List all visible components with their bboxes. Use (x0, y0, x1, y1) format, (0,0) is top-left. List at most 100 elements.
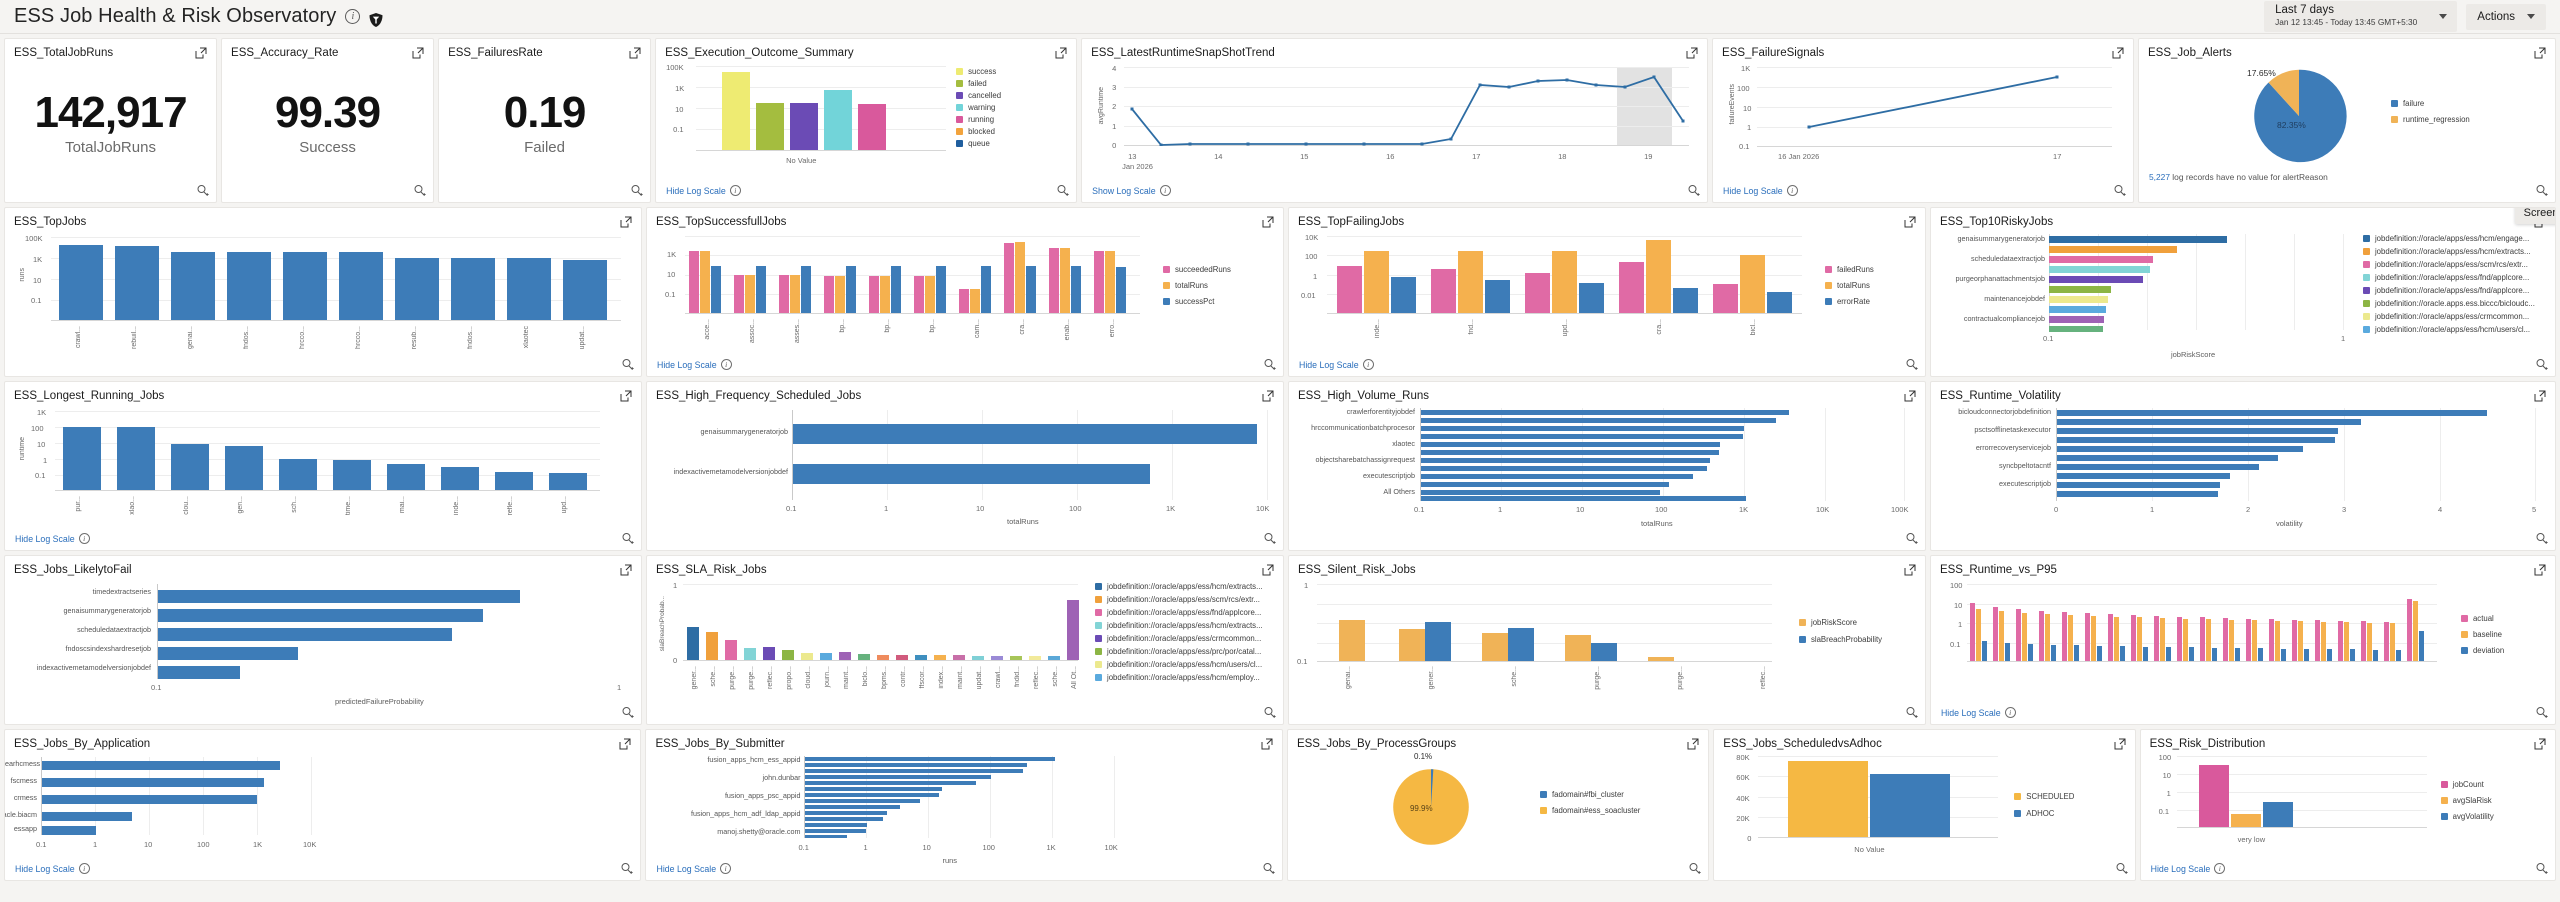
legend-item[interactable]: fadomain#ess_soacluster (1539, 806, 1640, 815)
expand-icon[interactable] (629, 47, 641, 59)
legend-item[interactable]: fadomain#fbi_cluster (1539, 790, 1640, 799)
bar[interactable] (2234, 648, 2240, 661)
bar[interactable] (1047, 656, 1060, 660)
bar[interactable] (2056, 419, 2361, 425)
date-range-picker[interactable]: Last 7 days Jan 12 13:45 - Today 13:45 G… (2264, 1, 2458, 32)
bar[interactable] (1420, 466, 1707, 471)
bar[interactable] (1009, 656, 1022, 660)
bar[interactable] (2056, 446, 2303, 452)
bar[interactable] (789, 275, 800, 313)
bar[interactable] (2176, 617, 2182, 661)
bar[interactable] (1578, 283, 1604, 313)
bar[interactable] (792, 464, 1150, 484)
legend-item[interactable]: failedRuns (1824, 265, 1874, 274)
bar[interactable] (2044, 614, 2050, 661)
legend-item[interactable]: baseline (2460, 630, 2504, 639)
zoom-in-icon[interactable] (1905, 358, 1918, 371)
bar[interactable] (2257, 648, 2263, 661)
bar[interactable] (1420, 496, 1746, 501)
legend-item[interactable]: succeededRuns (1162, 265, 1231, 274)
bar[interactable] (744, 275, 755, 313)
card-jobs-by-application[interactable]: ESS_Jobs_By_Application earhcmess fscmes… (4, 729, 642, 881)
bar[interactable] (1066, 600, 1079, 660)
bar[interactable] (1014, 242, 1025, 313)
legend-item[interactable]: running (956, 115, 1001, 124)
toggle-log-scale[interactable]: Hide Log Scale i (15, 863, 90, 874)
bar[interactable] (1420, 458, 1710, 463)
legend-item[interactable]: queue (956, 139, 1001, 148)
bar[interactable] (549, 473, 587, 490)
bar[interactable] (283, 252, 327, 320)
expand-icon[interactable] (1262, 564, 1274, 576)
bar[interactable] (158, 609, 483, 622)
bar[interactable] (2056, 410, 2487, 416)
bar[interactable] (2320, 622, 2326, 661)
info-circle-icon[interactable]: i (78, 533, 90, 544)
bar[interactable] (805, 781, 977, 785)
expand-icon[interactable] (2534, 390, 2546, 402)
expand-icon[interactable] (619, 738, 631, 750)
bar[interactable] (2048, 266, 2150, 273)
bar[interactable] (819, 653, 832, 660)
zoom-in-icon[interactable] (196, 184, 209, 197)
bar[interactable] (2268, 619, 2274, 661)
zoom-in-icon[interactable] (621, 358, 634, 371)
bar[interactable] (1338, 620, 1365, 661)
zoom-in-icon[interactable] (621, 532, 634, 545)
bar[interactable] (2130, 615, 2136, 661)
bar[interactable] (158, 666, 240, 679)
card-jobs-likely-to-fail[interactable]: ESS_Jobs_LikelytoFail timedextractseries… (4, 555, 642, 725)
bar[interactable] (2067, 615, 2073, 661)
legend-item[interactable]: warning (956, 103, 1001, 112)
zoom-in-icon[interactable] (2535, 532, 2548, 545)
toggle-log-scale[interactable]: Hide Log Scale i (1723, 185, 1798, 196)
bar[interactable] (42, 795, 257, 804)
card-risk-distribution[interactable]: ESS_Risk_Distribution 100 10 1 0.1 very … (2139, 729, 2556, 881)
bar[interactable] (42, 826, 96, 835)
bar[interactable] (1739, 255, 1765, 313)
legend-item[interactable]: jobdefinition://oracle/apps/ess/fnd/appl… (2362, 273, 2535, 282)
bar[interactable] (805, 823, 868, 827)
legend-item[interactable]: runtime_regression (2391, 115, 2470, 124)
bar[interactable] (158, 590, 520, 603)
bar[interactable] (2262, 802, 2293, 827)
card-top10-risky-jobs[interactable]: ESS_Top10RiskyJobs g (1929, 207, 2556, 377)
bar[interactable] (1420, 442, 1720, 447)
bar[interactable] (699, 251, 710, 313)
bar[interactable] (1420, 490, 1660, 495)
legend-item[interactable]: jobdefinition://oracle/apps/ess/crmcommo… (2362, 312, 2535, 321)
legend-item[interactable]: jobdefinition://oracle/apps/ess/hcm/user… (2362, 325, 2535, 334)
expand-icon[interactable] (2534, 47, 2546, 59)
legend-item[interactable]: avgVolatility (2440, 812, 2494, 821)
bar[interactable] (441, 467, 479, 490)
legend-item[interactable]: jobdefinition://oracle/apps/ess/hcm/extr… (1094, 621, 1263, 630)
bar[interactable] (2395, 650, 2401, 661)
legend-item[interactable]: jobdefinition://oracle/apps/ess/scm/rcs/… (1094, 595, 1263, 604)
bar[interactable] (1430, 269, 1456, 313)
bar[interactable] (969, 289, 980, 313)
bar[interactable] (1420, 450, 1719, 455)
legend-item[interactable]: successPct (1162, 297, 1231, 306)
bar[interactable] (1420, 474, 1693, 479)
pie-chart[interactable] (1386, 762, 1476, 852)
bar[interactable] (117, 427, 155, 490)
bar-success[interactable] (722, 72, 751, 150)
bar[interactable] (1420, 434, 1743, 439)
bar-failed[interactable] (756, 103, 785, 150)
toggle-log-scale[interactable]: Show Log Scale i (1092, 185, 1171, 196)
bar[interactable] (395, 258, 439, 320)
legend-item[interactable]: slaBreachProbability (1798, 635, 1882, 644)
bar[interactable] (2211, 648, 2217, 661)
legend-item[interactable]: jobdefinition://oracle/apps/ess/hcm/user… (1094, 660, 1263, 669)
info-circle-icon[interactable]: i (1786, 185, 1798, 196)
bar[interactable] (1551, 251, 1577, 313)
info-circle-icon[interactable]: i (78, 863, 90, 874)
bar[interactable] (895, 655, 908, 660)
bar[interactable] (2056, 464, 2259, 470)
bar-running[interactable] (858, 104, 887, 150)
zoom-in-icon[interactable] (413, 184, 426, 197)
bar[interactable] (805, 769, 1024, 773)
bar[interactable] (2198, 765, 2229, 827)
info-circle-icon[interactable]: i (1159, 185, 1171, 196)
bar[interactable] (2349, 649, 2355, 661)
